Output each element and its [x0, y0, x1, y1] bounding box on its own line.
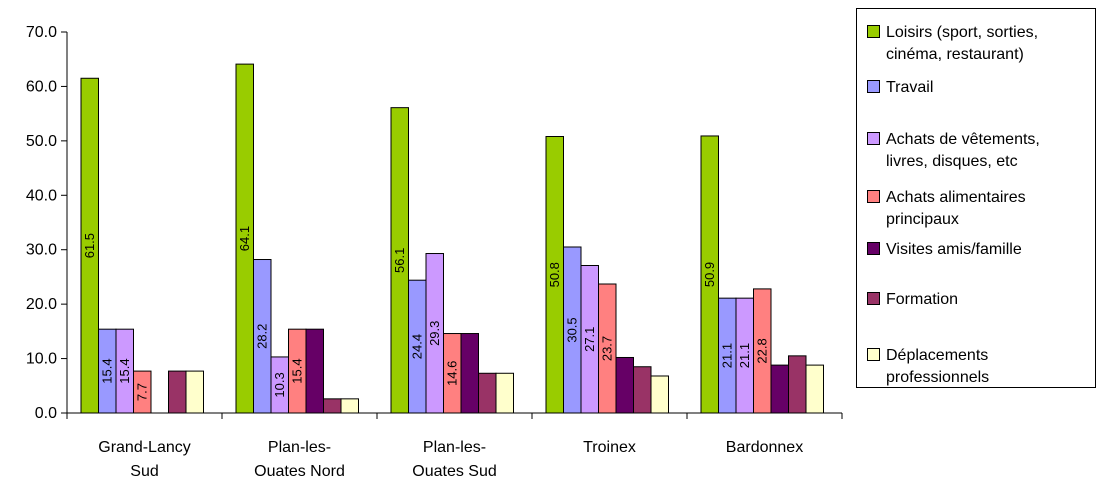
legend-label: Visites amis/famille — [886, 241, 1022, 258]
bar — [460, 333, 479, 414]
bar — [235, 63, 254, 414]
legend-item: Déplacements professionnels — [867, 345, 1096, 389]
legend-swatch — [867, 242, 880, 255]
legend-swatch — [867, 80, 880, 93]
data-label: 23.7 — [600, 336, 615, 361]
legend-swatch — [867, 348, 880, 361]
y-tick-label: 70.0 — [26, 24, 57, 41]
data-label: 15.4 — [100, 358, 115, 383]
bar — [805, 364, 824, 414]
legend-label: Travail — [886, 79, 934, 96]
y-tick-label: 60.0 — [26, 78, 57, 95]
y-tick-label: 20.0 — [26, 296, 57, 313]
data-label: 64.1 — [237, 226, 252, 251]
x-tick-label: Grand-Lancy — [98, 439, 191, 456]
bar — [478, 372, 497, 414]
bar — [185, 370, 204, 414]
data-label: 27.1 — [582, 327, 597, 352]
legend-label: Formation — [886, 291, 959, 308]
bar — [168, 370, 187, 414]
bar — [253, 259, 272, 414]
bar — [650, 375, 669, 414]
y-tick-label: 40.0 — [26, 187, 57, 204]
bar — [323, 398, 342, 414]
data-label: 50.9 — [702, 262, 717, 287]
y-tick-label: 0.0 — [35, 405, 57, 422]
legend-label: Achats alimentaires principaux — [886, 189, 1026, 228]
data-label: 10.3 — [272, 372, 287, 397]
legend-label: Achats de vêtements, livres, disques, etc — [886, 131, 1040, 170]
bar — [753, 288, 772, 414]
bar — [788, 355, 807, 414]
data-label: 29.3 — [427, 321, 442, 346]
x-tick-label: Ouates Nord — [254, 463, 345, 480]
bar — [770, 364, 789, 414]
legend-swatch — [867, 132, 880, 145]
data-label: 15.4 — [290, 358, 305, 383]
y-tick-label: 50.0 — [26, 133, 57, 150]
legend-swatch — [867, 190, 880, 203]
bar — [633, 366, 652, 414]
data-label: 21.1 — [737, 343, 752, 368]
x-tick-label: Sud — [130, 463, 158, 480]
data-label: 61.5 — [82, 233, 97, 258]
legend-swatch — [867, 25, 880, 38]
legend-item: Visites amis/famille — [867, 239, 1096, 261]
chart-legend: Loisirs (sport, sorties, cinéma, restaura… — [856, 8, 1096, 388]
legend-item: Travail — [867, 77, 1096, 99]
bar — [390, 107, 409, 414]
legend-swatch — [867, 292, 880, 305]
legend-item: Loisirs (sport, sorties, cinéma, restaura… — [867, 22, 1096, 66]
data-label: 14.6 — [445, 361, 460, 386]
legend-item: Achats alimentaires principaux — [867, 187, 1096, 231]
x-tick-label: Bardonnex — [726, 439, 803, 456]
bar — [80, 77, 99, 414]
data-label: 7.7 — [135, 383, 150, 401]
data-label: 56.1 — [392, 248, 407, 273]
data-label: 22.8 — [755, 338, 770, 363]
data-label: 50.8 — [547, 262, 562, 287]
data-label: 28.2 — [255, 324, 270, 349]
bar — [340, 398, 359, 414]
bar — [598, 283, 617, 414]
legend-item: Achats de vêtements, livres, disques, etc — [867, 129, 1096, 173]
bar — [133, 370, 152, 414]
data-label: 15.4 — [117, 358, 132, 383]
legend-label: Déplacements professionnels — [886, 347, 990, 386]
bar — [305, 328, 324, 414]
bar-chart-plot: 0.0 10.0 20.0 30.0 40.0 50.0 60.0 70.0 Grand-Lan… — [26, 24, 843, 480]
legend-label: Loisirs (sport, sorties, cinéma, restaura… — [886, 24, 1039, 63]
x-tick-label: Ouates Sud — [412, 463, 497, 480]
x-tick-label: Troinex — [583, 439, 636, 456]
data-label: 24.4 — [410, 334, 425, 359]
data-label: 21.1 — [720, 343, 735, 368]
bar — [615, 356, 634, 414]
x-tick-label: Plan-les- — [268, 439, 331, 456]
legend-item: Formation — [867, 289, 1096, 311]
x-tick-label: Plan-les- — [423, 439, 486, 456]
data-label: 30.5 — [565, 317, 580, 342]
bar — [700, 135, 719, 414]
y-tick-label: 10.0 — [26, 351, 57, 368]
y-tick-label: 30.0 — [26, 242, 57, 259]
bar — [495, 372, 514, 414]
